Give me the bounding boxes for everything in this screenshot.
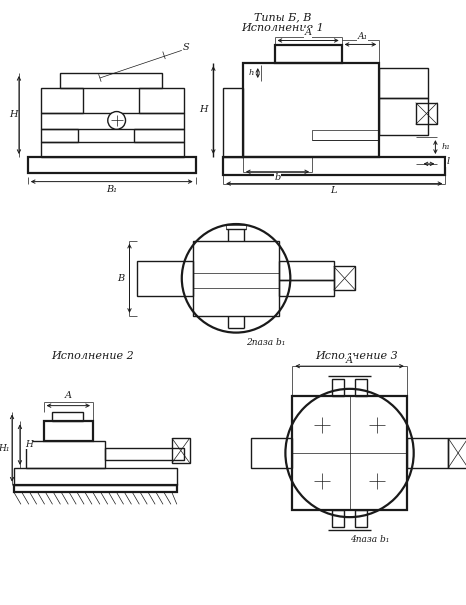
Bar (226, 225, 246, 229)
Bar (26, 441, 105, 468)
Bar (44, 422, 93, 441)
Bar (134, 129, 184, 142)
Text: 2паза b₁: 2паза b₁ (246, 338, 285, 347)
Bar (192, 241, 280, 316)
Circle shape (182, 224, 290, 333)
Text: A: A (305, 28, 312, 37)
Bar (139, 88, 184, 113)
Text: H: H (25, 440, 33, 449)
Text: Исполнение 1: Исполнение 1 (241, 22, 324, 33)
Bar (172, 438, 190, 463)
Text: h: h (248, 69, 254, 77)
Text: Типы Б, В: Типы Б, В (254, 12, 311, 22)
Bar (407, 438, 448, 468)
Bar (243, 63, 379, 157)
Text: H₁: H₁ (0, 443, 10, 453)
Bar (356, 510, 367, 527)
Text: 4паза b₁: 4паза b₁ (350, 535, 389, 544)
Bar (334, 266, 356, 290)
Text: B₁: B₁ (106, 185, 117, 194)
Text: l: l (447, 157, 450, 166)
Bar (41, 88, 83, 113)
Bar (41, 129, 78, 142)
Bar (292, 396, 407, 510)
Bar (312, 130, 379, 140)
Text: H: H (199, 105, 208, 114)
Bar (61, 73, 162, 88)
Bar (280, 261, 334, 280)
Bar (251, 438, 292, 468)
Bar (41, 113, 184, 129)
Bar (14, 468, 177, 485)
Bar (332, 379, 343, 396)
Bar (223, 88, 243, 157)
Text: Исполнение 3: Исполнение 3 (315, 352, 398, 361)
Text: h₁: h₁ (442, 143, 451, 151)
Text: A: A (346, 356, 353, 365)
Text: S: S (182, 43, 189, 52)
Bar (274, 45, 342, 63)
Bar (52, 411, 83, 422)
Bar (379, 68, 429, 98)
Text: B: B (117, 274, 124, 283)
Bar (14, 485, 177, 492)
Bar (223, 157, 445, 175)
Circle shape (108, 111, 125, 129)
Text: Исполнение 2: Исполнение 2 (52, 352, 134, 361)
Bar (105, 448, 184, 460)
Circle shape (285, 389, 414, 517)
Bar (28, 157, 196, 173)
Text: A₁: A₁ (357, 32, 368, 41)
Bar (41, 142, 184, 157)
Bar (280, 280, 334, 296)
Bar (137, 261, 192, 296)
Text: b: b (274, 173, 281, 182)
Bar (379, 98, 429, 136)
Text: H: H (9, 110, 17, 119)
Bar (332, 510, 343, 527)
Text: L: L (330, 186, 337, 195)
Bar (356, 379, 367, 396)
Text: A: A (65, 391, 72, 401)
Bar (448, 438, 466, 468)
Bar (416, 103, 438, 125)
